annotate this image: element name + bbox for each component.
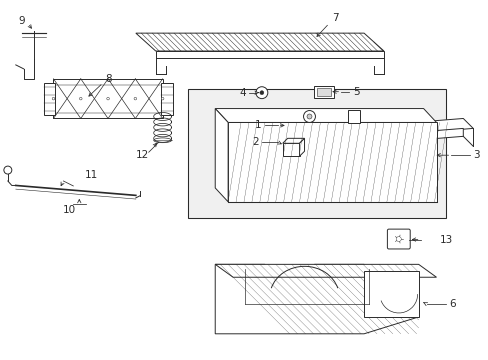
- Text: 7: 7: [331, 13, 338, 23]
- Polygon shape: [215, 109, 436, 122]
- Polygon shape: [299, 138, 304, 156]
- Bar: [188, 89, 446, 218]
- Bar: [43, 83, 55, 114]
- Text: 4: 4: [239, 88, 246, 98]
- Text: 11: 11: [84, 170, 98, 180]
- Text: 12: 12: [136, 150, 149, 160]
- Polygon shape: [347, 110, 360, 123]
- Polygon shape: [282, 138, 304, 143]
- Bar: [317, 88, 331, 96]
- Text: 8: 8: [105, 74, 112, 84]
- Ellipse shape: [153, 138, 171, 143]
- Bar: [282, 143, 299, 156]
- Polygon shape: [228, 122, 436, 202]
- Circle shape: [52, 97, 55, 100]
- Circle shape: [259, 91, 264, 95]
- Text: 3: 3: [472, 150, 479, 160]
- Polygon shape: [215, 109, 228, 202]
- Text: 10: 10: [62, 205, 76, 215]
- Circle shape: [161, 97, 163, 100]
- Polygon shape: [136, 33, 383, 51]
- Text: 6: 6: [448, 299, 455, 309]
- Circle shape: [80, 97, 82, 100]
- Polygon shape: [215, 264, 418, 334]
- Circle shape: [306, 114, 311, 119]
- Text: 9: 9: [19, 16, 25, 26]
- Bar: [53, 79, 163, 118]
- Circle shape: [134, 97, 136, 100]
- Bar: [364, 271, 418, 317]
- Text: 1: 1: [254, 121, 261, 130]
- Circle shape: [106, 97, 109, 100]
- Polygon shape: [287, 118, 472, 142]
- FancyBboxPatch shape: [386, 229, 409, 249]
- Polygon shape: [287, 129, 462, 150]
- Polygon shape: [155, 51, 383, 58]
- Circle shape: [395, 237, 401, 242]
- Circle shape: [4, 166, 12, 174]
- Circle shape: [255, 87, 267, 99]
- Polygon shape: [215, 264, 436, 277]
- Circle shape: [303, 111, 315, 122]
- Bar: [161, 83, 172, 114]
- Text: 13: 13: [439, 234, 452, 244]
- Bar: [314, 86, 334, 98]
- Text: 2: 2: [252, 137, 259, 147]
- Text: 5: 5: [352, 87, 359, 97]
